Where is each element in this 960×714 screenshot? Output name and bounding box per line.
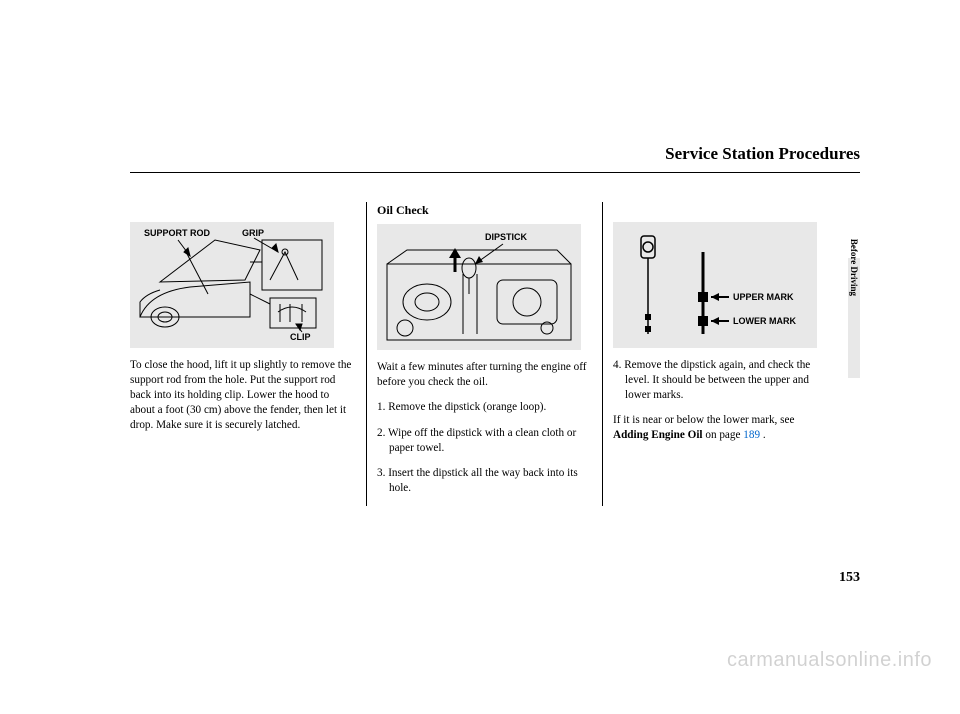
oil-check-intro: Wait a few minutes after turning the eng… — [377, 360, 592, 390]
oil-check-step-2: 2. Wipe off the dipstick with a clean cl… — [377, 426, 592, 456]
oil-check-heading: Oil Check — [377, 202, 592, 218]
spacer — [613, 202, 828, 222]
horizontal-rule — [130, 172, 860, 173]
closing-bold: Adding Engine Oil — [613, 429, 703, 441]
hood-close-instructions: To close the hood, lift it up slightly t… — [130, 358, 356, 434]
oil-check-step-1: 1. Remove the dipstick (orange loop). — [377, 400, 592, 415]
manual-page: Service Station Procedures Before Drivin… — [0, 0, 960, 714]
watermark: carmanualsonline.info — [727, 649, 932, 672]
page-number: 153 — [839, 570, 860, 586]
label-support-rod: SUPPORT ROD — [144, 228, 211, 238]
column-3: UPPER MARK LOWER MARK 4. Remove the dips… — [602, 202, 828, 506]
label-clip: CLIP — [290, 332, 311, 342]
figure-dipstick-engine: DIPSTICK — [377, 224, 581, 350]
closing-text-pre: If it is near or below the lower mark, s… — [613, 414, 794, 426]
column-2: Oil Check DIPSTICK — [366, 202, 592, 506]
chapter-title: Service Station Procedures — [665, 144, 860, 164]
figure-hood-support: SUPPORT ROD GRIP CLIP — [130, 222, 334, 348]
closing-text-post: . — [760, 429, 766, 441]
figure-dipstick-marks: UPPER MARK LOWER MARK — [613, 222, 817, 348]
label-upper-mark: UPPER MARK — [733, 292, 794, 302]
spacer — [130, 202, 356, 222]
closing-text-mid: on page — [703, 429, 744, 441]
label-lower-mark: LOWER MARK — [733, 316, 796, 326]
page-link-189[interactable]: 189 — [743, 429, 760, 441]
content-columns: SUPPORT ROD GRIP CLIP — [130, 202, 832, 506]
label-grip: GRIP — [242, 228, 264, 238]
oil-check-step-4: 4. Remove the dipstick again, and check … — [613, 358, 828, 403]
label-dipstick: DIPSTICK — [485, 232, 528, 242]
oil-check-closing: If it is near or below the lower mark, s… — [613, 413, 828, 443]
section-tab-label: Before Driving — [849, 239, 859, 296]
column-1: SUPPORT ROD GRIP CLIP — [130, 202, 356, 506]
oil-check-step-3: 3. Insert the dipstick all the way back … — [377, 466, 592, 496]
